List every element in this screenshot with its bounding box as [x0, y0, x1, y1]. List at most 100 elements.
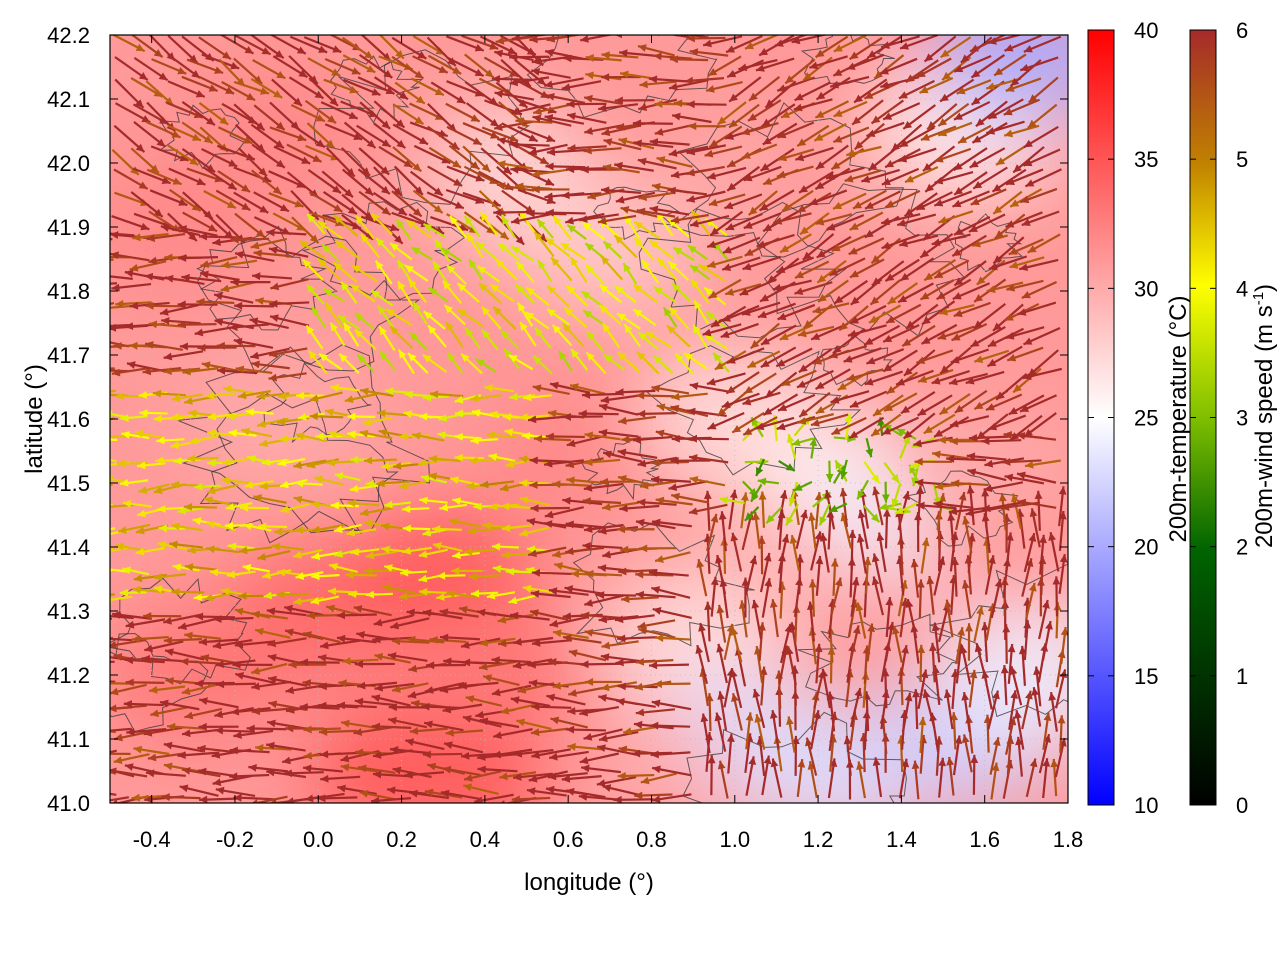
- wind-vector: [846, 368, 884, 382]
- wind-vector: [358, 53, 393, 79]
- wind-vector: [948, 372, 988, 386]
- wind-vector: [618, 567, 658, 576]
- wind-vector: [324, 57, 361, 76]
- wind-vector: [748, 75, 781, 102]
- wind-vector: [808, 579, 817, 617]
- wind-vector: [633, 236, 655, 261]
- wind-vector: [913, 436, 953, 448]
- wind-vector: [158, 524, 186, 533]
- wind-vector: [838, 305, 869, 332]
- wind-vector: [1024, 459, 1061, 469]
- wind-vector: [257, 549, 291, 561]
- wind-vector: [824, 489, 836, 530]
- wind-vector: [409, 331, 428, 351]
- wind-vector: [548, 750, 589, 761]
- wind-vector: [206, 545, 240, 554]
- wind-vector: [493, 728, 533, 740]
- wind-vector: [1015, 736, 1024, 777]
- wind-vector: [465, 695, 503, 707]
- wind-vector: [743, 372, 777, 395]
- wind-vector: [177, 751, 218, 760]
- wind-vector: [599, 477, 638, 486]
- wind-vector: [856, 761, 867, 799]
- wind-vector: [234, 212, 266, 239]
- wind-vector: [207, 429, 237, 438]
- wind-vector: [704, 333, 728, 350]
- wind-vector: [570, 348, 589, 371]
- wind-vector: [910, 558, 920, 598]
- wind-vector: [581, 221, 606, 241]
- wind-vector: [317, 220, 344, 240]
- wind-vector: [833, 100, 868, 118]
- wind-vector: [480, 147, 513, 176]
- wind-vector: [378, 145, 414, 169]
- wind-vector: [481, 126, 519, 142]
- wind-vector: [938, 393, 971, 416]
- wind-vector: [511, 795, 551, 803]
- wind-vector: [303, 36, 342, 54]
- wind-vector: [671, 392, 708, 401]
- wind-vector: [354, 312, 375, 330]
- wind-vector: [217, 366, 258, 375]
- wind-vector: [567, 742, 604, 751]
- wind-vector: [953, 147, 988, 172]
- wind-vector: [544, 506, 584, 519]
- wind-vector: [117, 523, 151, 534]
- wind-vector: [793, 480, 813, 492]
- wind-vector: [277, 457, 306, 467]
- wind-vector: [242, 564, 271, 573]
- y-tick-label: 42.1: [47, 87, 90, 112]
- wind-vector: [177, 300, 218, 309]
- wind-vector: [362, 416, 393, 426]
- wind-vector: [916, 57, 952, 79]
- wind-vector: [151, 58, 187, 75]
- wind-vector: [668, 145, 709, 157]
- wind-vector: [1055, 669, 1068, 709]
- wind-vector: [238, 546, 273, 555]
- wind-vector: [171, 393, 203, 403]
- wind-vector: [152, 389, 186, 398]
- x-tick-label: 1.2: [803, 827, 834, 852]
- wind-vector: [706, 255, 743, 269]
- wind-vector: [393, 165, 424, 196]
- wind-vector: [1019, 56, 1059, 72]
- wind-vector: [617, 634, 658, 643]
- wind-vector: [856, 479, 870, 500]
- wind-vector: [330, 384, 360, 392]
- wind-vector: [987, 98, 1024, 120]
- wind-vector: [306, 122, 336, 149]
- wind-vector: [489, 283, 515, 303]
- wind-vector: [166, 722, 205, 731]
- windCbTicks-label: 6: [1236, 18, 1248, 43]
- wind-vector: [712, 352, 730, 373]
- wind-vector: [427, 286, 449, 303]
- wind-vector: [261, 569, 292, 579]
- wind-vector: [667, 260, 690, 282]
- wind-vector: [113, 168, 149, 190]
- wind-vector: [728, 103, 760, 129]
- wind-vector: [830, 390, 870, 404]
- wind-vector: [548, 587, 589, 596]
- wind-vector: [531, 702, 572, 711]
- wind-vector: [250, 35, 285, 59]
- wind-vector: [290, 104, 326, 123]
- wind-vector: [725, 371, 760, 395]
- wind-vector: [814, 100, 849, 119]
- wind-vector: [206, 520, 236, 532]
- wind-vector: [163, 350, 204, 361]
- wind-vector: [130, 35, 164, 58]
- wind-vector: [992, 236, 1025, 265]
- wind-vectors: [110, 35, 1068, 803]
- wind-vector: [407, 278, 428, 304]
- wind-vector: [949, 437, 987, 446]
- wind-vector: [565, 284, 588, 307]
- wind-vector: [848, 237, 885, 256]
- wind-vector: [616, 312, 641, 330]
- wind-vector: [987, 35, 1024, 45]
- wind-vector: [529, 456, 570, 465]
- wind-vector: [769, 599, 779, 638]
- wind-vector: [863, 324, 901, 346]
- wind-vector: [376, 409, 410, 418]
- wind-vector: [1021, 557, 1034, 597]
- wind-vector: [565, 725, 606, 734]
